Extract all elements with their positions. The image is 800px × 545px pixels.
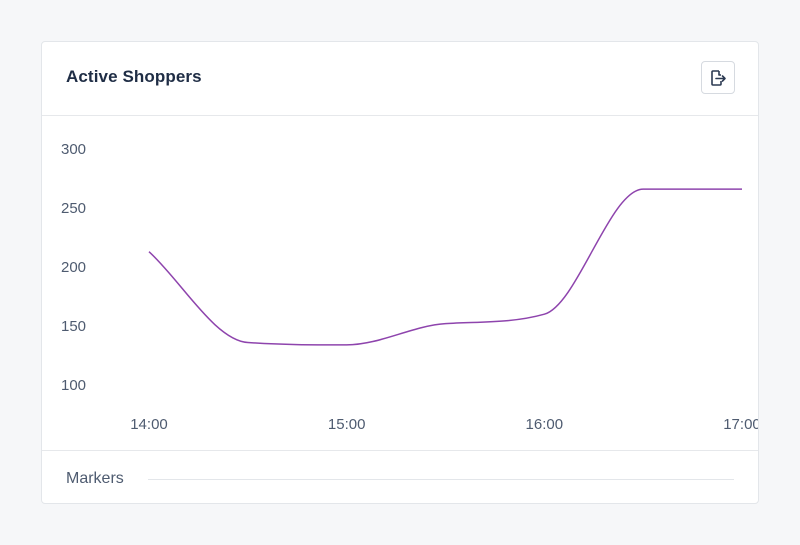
card-header: Active Shoppers	[42, 42, 758, 116]
y-tick-label: 200	[61, 259, 86, 276]
x-tick-label: 14:00	[130, 416, 168, 433]
y-tick-label: 150	[61, 318, 86, 335]
y-tick-label: 250	[61, 200, 86, 217]
markers-label: Markers	[66, 470, 124, 487]
x-tick-label: 16:00	[526, 416, 564, 433]
x-tick-label: 17:00	[723, 416, 759, 433]
chart-area: 300 250 200 150 100 14:00 15:00 16:00 17:00	[42, 116, 758, 450]
chart-card: Active Shoppers 300 250 200 150 100 14:00 15:0…	[41, 41, 759, 504]
series-line	[148, 188, 742, 346]
markers-track	[148, 479, 734, 480]
export-button[interactable]	[701, 61, 735, 94]
x-tick-label: 15:00	[328, 416, 366, 433]
line-chart: 300 250 200 150 100 14:00 15:00 16:00 17:00	[61, 141, 759, 433]
card-footer: Markers	[42, 450, 758, 503]
card-title: Active Shoppers	[66, 67, 202, 86]
y-tick-label: 100	[61, 377, 86, 394]
y-tick-label: 300	[61, 141, 86, 158]
export-icon	[711, 69, 726, 86]
